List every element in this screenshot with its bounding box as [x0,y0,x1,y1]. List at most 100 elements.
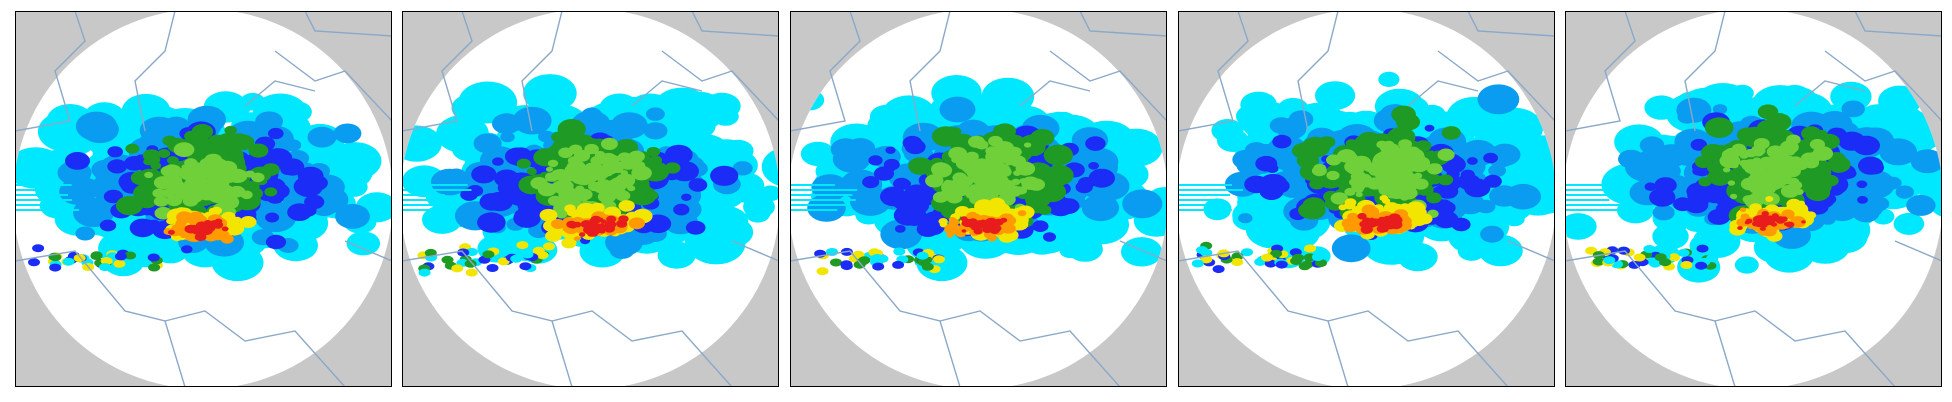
radar-echoes [15,91,392,282]
echo-streak [1565,199,1610,201]
echo [1023,142,1032,148]
echo [869,104,904,129]
echo [276,152,291,162]
echo [1360,225,1373,234]
echo [1298,202,1321,219]
echo [1085,136,1106,151]
echo-streak [15,204,69,206]
echo [28,258,40,267]
echo [176,211,193,224]
echo [1395,113,1421,131]
echo [616,219,628,228]
echo [1037,205,1052,215]
echo [573,236,581,242]
echo [1425,150,1436,158]
echo [556,210,568,219]
echo [339,177,368,197]
echo [147,253,160,262]
echo-streak [15,199,73,201]
echo [1006,146,1022,158]
echo [1737,226,1743,230]
echo-streak [1178,189,1243,191]
echo-streak [402,189,472,191]
panel-frame [1178,11,1555,387]
echo [1765,196,1774,202]
echo [80,115,119,144]
echo [908,157,933,175]
boundary [631,80,703,107]
echo [148,263,161,272]
echo [545,166,554,172]
echo [1382,143,1400,156]
echo [516,241,529,250]
echo [551,219,565,229]
echo [1276,117,1307,140]
echo [1437,174,1454,186]
echo [1852,135,1880,156]
echo [265,212,280,223]
echo [585,222,591,227]
echo-streak [1178,204,1223,206]
echo [1043,232,1056,242]
echo [1385,181,1395,189]
echo [564,204,576,213]
echo [1754,217,1763,224]
echo [492,157,504,166]
echo [1292,253,1305,262]
echo [107,146,123,158]
boundary [909,11,951,132]
echo [307,126,337,148]
boundary [1019,80,1091,107]
echo [657,241,696,269]
echo [100,257,113,266]
boundary [1119,240,1167,262]
echo [1841,100,1865,118]
boundary [691,11,779,37]
echo [1331,234,1371,263]
echo-streak [402,184,468,186]
echo [1378,162,1395,175]
echo [222,146,235,156]
echo [1467,157,1478,165]
boundary [1407,80,1479,107]
echo [1441,126,1461,140]
echo [811,174,849,201]
echo [217,175,230,184]
echo [157,149,171,158]
echo [551,169,562,177]
echo [1396,153,1404,159]
echo [264,187,278,197]
echo [946,191,963,204]
echo [512,106,552,135]
echo-streak [402,209,443,211]
echo [832,145,871,173]
echo [948,217,957,223]
echo [265,234,287,250]
boundary [790,250,961,387]
echo [1244,175,1269,194]
echo [952,212,960,219]
echo [573,221,582,228]
echo [664,162,681,174]
echo [1480,225,1504,243]
echo [333,123,362,144]
echo [1797,200,1805,206]
echo [1787,214,1795,220]
echo [1275,260,1288,269]
echo [465,248,478,256]
echo [939,221,948,228]
echo-streak [1178,194,1231,196]
echo [871,254,884,262]
echo [477,212,506,233]
panel-clip [402,11,779,387]
echo [1929,188,1942,219]
echo [1535,146,1555,183]
echo [646,146,661,157]
echo-streak [1178,199,1219,201]
echo [558,147,574,159]
echo [1377,216,1388,224]
echo [830,258,842,267]
echo [589,231,598,237]
echo [1773,164,1793,179]
echo [872,262,885,271]
